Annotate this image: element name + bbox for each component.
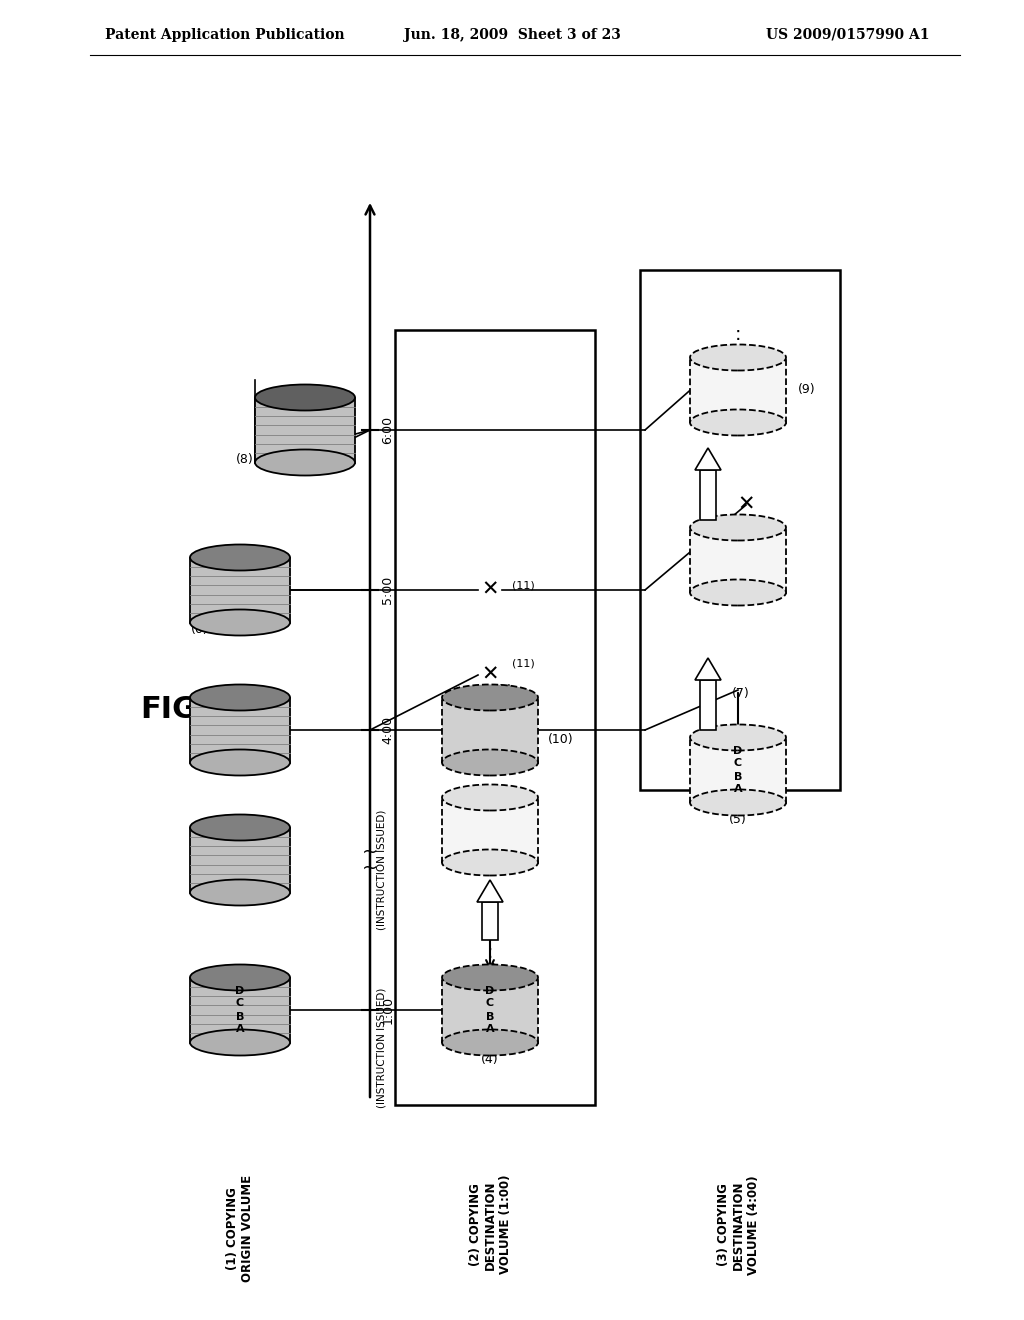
Text: A: A xyxy=(485,1024,495,1035)
Ellipse shape xyxy=(690,789,786,816)
Text: ~
~: ~ ~ xyxy=(361,842,378,878)
Ellipse shape xyxy=(190,1030,290,1056)
Text: US 2009/0157990 A1: US 2009/0157990 A1 xyxy=(767,28,930,42)
Polygon shape xyxy=(477,880,503,902)
Bar xyxy=(482,902,498,940)
Text: (1) COPYING
ORIGIN VOLUME: (1) COPYING ORIGIN VOLUME xyxy=(226,1175,254,1282)
Bar xyxy=(690,738,786,803)
Ellipse shape xyxy=(690,725,786,751)
Bar xyxy=(190,828,290,892)
Text: ✕: ✕ xyxy=(481,665,499,685)
Text: A: A xyxy=(733,784,742,795)
Text: (INSTRUCTION ISSUED): (INSTRUCTION ISSUED) xyxy=(376,987,386,1107)
Text: (4): (4) xyxy=(481,1053,499,1067)
Text: C: C xyxy=(734,759,742,768)
Bar xyxy=(442,978,538,1043)
Ellipse shape xyxy=(255,384,355,411)
Bar xyxy=(640,271,840,789)
Text: (7): (7) xyxy=(732,686,750,700)
Text: D: D xyxy=(485,986,495,995)
Bar xyxy=(690,358,786,422)
Text: B: B xyxy=(485,1011,495,1022)
Ellipse shape xyxy=(190,544,290,570)
Ellipse shape xyxy=(190,610,290,635)
Text: B: B xyxy=(236,1011,244,1022)
Ellipse shape xyxy=(190,965,290,990)
Text: (2) COPYING
DESTINATION
VOLUME (1:00): (2) COPYING DESTINATION VOLUME (1:00) xyxy=(469,1175,512,1275)
Text: :: : xyxy=(737,338,744,358)
Text: 1:00: 1:00 xyxy=(382,995,394,1024)
Bar xyxy=(442,697,538,763)
Polygon shape xyxy=(695,657,721,680)
Bar xyxy=(690,528,786,593)
Text: 4:00: 4:00 xyxy=(382,715,394,744)
Text: C: C xyxy=(486,998,494,1008)
Text: (8): (8) xyxy=(237,454,254,466)
Bar xyxy=(255,397,355,462)
Ellipse shape xyxy=(690,345,786,371)
Text: Patent Application Publication: Patent Application Publication xyxy=(105,28,345,42)
Ellipse shape xyxy=(190,814,290,841)
Bar xyxy=(190,978,290,1043)
Text: (5): (5) xyxy=(729,813,746,826)
Ellipse shape xyxy=(442,965,538,990)
Ellipse shape xyxy=(442,750,538,776)
Text: (3) COPYING
DESTINATION
VOLUME (4:00): (3) COPYING DESTINATION VOLUME (4:00) xyxy=(717,1175,760,1275)
Text: D: D xyxy=(236,986,245,995)
Ellipse shape xyxy=(442,1030,538,1056)
Text: B: B xyxy=(734,771,742,781)
Ellipse shape xyxy=(190,750,290,776)
Ellipse shape xyxy=(442,850,538,875)
Bar xyxy=(190,557,290,623)
Text: FIG.3: FIG.3 xyxy=(140,696,230,725)
Text: Jun. 18, 2009  Sheet 3 of 23: Jun. 18, 2009 Sheet 3 of 23 xyxy=(403,28,621,42)
Text: 5:00: 5:00 xyxy=(382,576,394,605)
Ellipse shape xyxy=(190,879,290,906)
Ellipse shape xyxy=(442,784,538,810)
Text: A: A xyxy=(236,1024,245,1035)
Bar xyxy=(395,330,595,1105)
Ellipse shape xyxy=(690,515,786,540)
Bar xyxy=(700,470,716,520)
Text: :: : xyxy=(735,326,741,345)
Text: ✕: ✕ xyxy=(737,495,755,515)
Polygon shape xyxy=(695,447,721,470)
Ellipse shape xyxy=(442,685,538,710)
Text: C: C xyxy=(236,998,244,1008)
Bar xyxy=(700,680,716,730)
Ellipse shape xyxy=(690,579,786,606)
Text: (6): (6) xyxy=(191,623,209,636)
Text: (11): (11) xyxy=(512,657,535,668)
Text: D: D xyxy=(733,746,742,755)
Text: (11): (11) xyxy=(512,579,535,590)
Bar xyxy=(442,797,538,862)
Text: (10): (10) xyxy=(548,734,573,747)
Bar xyxy=(190,697,290,763)
Text: :: : xyxy=(489,958,497,977)
Text: 6:00: 6:00 xyxy=(382,416,394,444)
Text: :: : xyxy=(486,942,494,962)
Text: (INSTRUCTION ISSUED): (INSTRUCTION ISSUED) xyxy=(376,809,386,931)
Ellipse shape xyxy=(190,685,290,710)
Text: (9): (9) xyxy=(798,384,816,396)
Text: ✕: ✕ xyxy=(481,579,499,601)
Ellipse shape xyxy=(255,450,355,475)
Ellipse shape xyxy=(690,409,786,436)
